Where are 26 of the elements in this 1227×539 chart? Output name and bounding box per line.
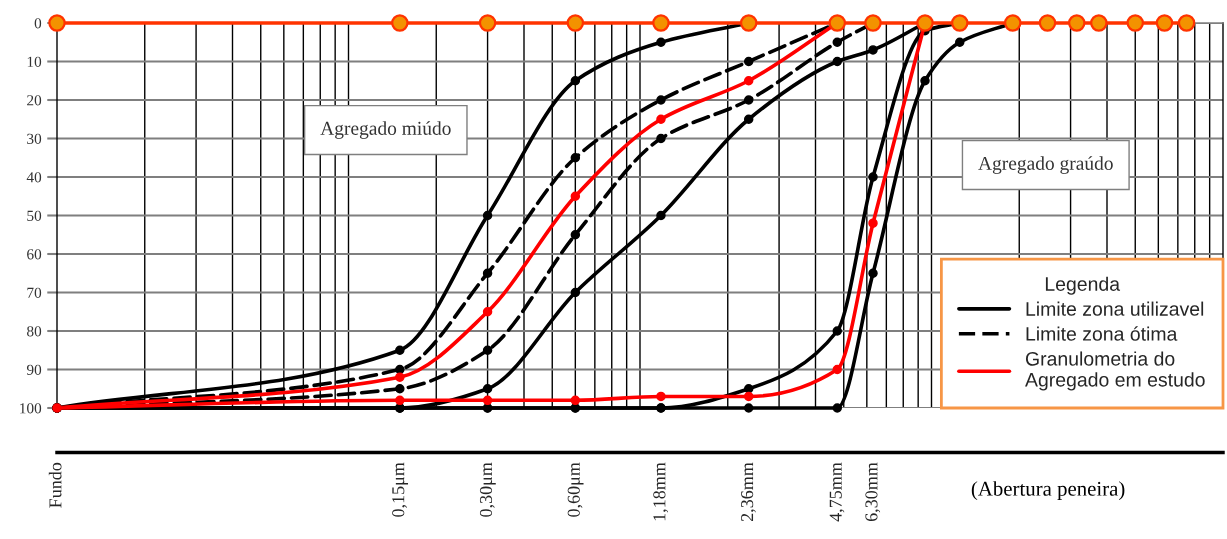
x-tick-label: 6,30mm — [865, 462, 881, 522]
legend-label: Limite zona utilizavel — [1026, 301, 1204, 316]
y-tick-label: 70 — [27, 287, 42, 298]
y-tick-label: 50 — [27, 210, 42, 221]
x-tick-label: 1,18mm — [653, 462, 669, 521]
y-tick-label: 10 — [27, 56, 42, 67]
legend-title: Legenda — [1045, 276, 1121, 295]
y-tick-label: 0 — [34, 18, 42, 29]
y-tick-label: 20 — [27, 95, 42, 106]
x-tick-label: 0,60μm — [567, 462, 584, 517]
y-tick-label: 60 — [27, 249, 42, 260]
annotation: Agregado miúdo — [320, 121, 451, 139]
legend-label: Limite zona ótima — [1026, 326, 1178, 341]
y-tick-label: 80 — [27, 326, 42, 337]
y-tick-label: 100 — [20, 403, 42, 414]
x-tick-label: 2,36mm — [741, 462, 756, 522]
x-tick-label: Fundo — [48, 462, 62, 508]
x-tick-label: 4,75mm — [829, 462, 845, 522]
annotation: Agregado graúdo — [978, 156, 1113, 174]
x-tick-label: 0,30μm — [479, 462, 496, 517]
x-axis-title: (Abertura peneira) — [971, 481, 1125, 501]
legend-label: Granulometria do Agregado em estudo — [1025, 351, 1205, 391]
y-tick-label: 30 — [27, 133, 42, 144]
y-tick-label: 40 — [26, 172, 42, 183]
x-tick-label: 0,15μm — [392, 462, 409, 517]
y-tick-label: 90 — [26, 364, 42, 375]
